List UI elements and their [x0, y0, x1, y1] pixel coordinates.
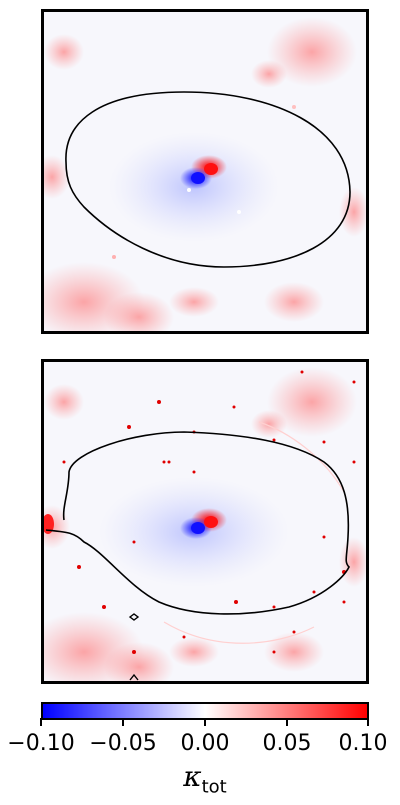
colorbar-tick-label: 0.05	[262, 731, 312, 756]
map-top-svg	[44, 12, 366, 331]
colorbar-tick-5	[367, 718, 369, 726]
colorbar-tick-2	[122, 718, 124, 726]
colorbar-tick-label: 0.00	[180, 731, 230, 756]
colorbar-label-symbol: κ	[183, 760, 202, 793]
convergence-map-bottom	[41, 359, 369, 684]
map-bottom-svg	[44, 362, 366, 681]
colorbar-tick-3	[204, 718, 206, 726]
colorbar-label: κtot	[155, 760, 255, 805]
caustic-marker-1	[128, 613, 140, 621]
colorbar-tick-label: 0.10	[338, 731, 388, 756]
critical-curve-top	[65, 91, 351, 268]
colorbar-tick-label: −0.10	[7, 731, 75, 756]
critical-curve-bottom	[45, 431, 350, 615]
colorbar-tick-4	[286, 718, 288, 726]
colorbar-tick-1	[40, 718, 42, 726]
colorbar-label-subscript: tot	[201, 776, 227, 798]
caustic-marker-2	[129, 673, 139, 681]
colorbar-tick-label: −0.05	[89, 731, 157, 756]
convergence-map-top	[41, 9, 369, 334]
